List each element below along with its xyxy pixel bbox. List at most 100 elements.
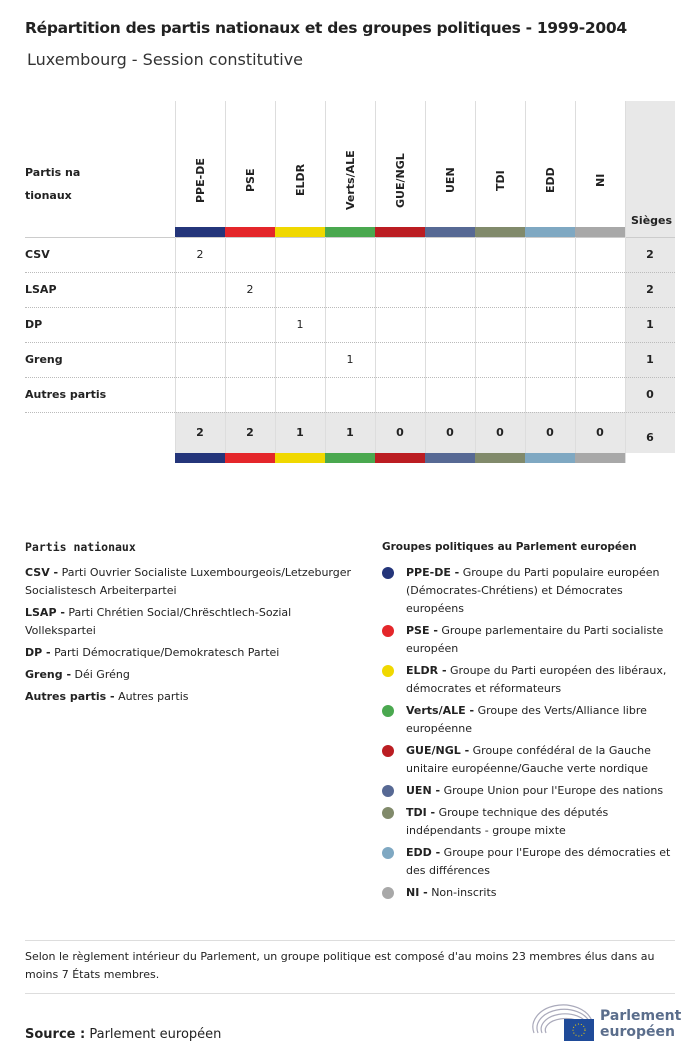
column-header-tdi: TDI xyxy=(494,169,507,191)
divider xyxy=(25,940,675,941)
color-dot-icon xyxy=(382,567,394,579)
column-color-bar xyxy=(575,227,625,237)
legend-abbr: DP - xyxy=(25,646,51,659)
column-color-bar xyxy=(475,227,525,237)
row-label: LSAP xyxy=(25,283,57,296)
legend-name: Parti Ouvrier Socialiste Luxembourgeois/… xyxy=(25,566,352,597)
legend-group-item: Verts/ALE - Groupe des Verts/Alliance li… xyxy=(382,702,677,738)
legend-party-item: Autres partis - Autres partis xyxy=(25,688,355,706)
column-color-bar xyxy=(225,453,275,463)
legend-name: Groupe parlementaire du Parti socialiste… xyxy=(406,624,664,655)
column-color-bar xyxy=(175,227,225,237)
row-label: Autres partis xyxy=(25,388,107,401)
row-total: 0 xyxy=(646,388,654,401)
column-color-bar xyxy=(525,227,575,237)
column-divider xyxy=(625,101,626,463)
legend-name: Groupe des Verts/Alliance libre européen… xyxy=(406,704,647,735)
row-total: 1 xyxy=(646,353,654,366)
row-divider xyxy=(25,307,675,308)
column-color-bar xyxy=(375,453,425,463)
source-value: Parlement européen xyxy=(89,1027,222,1042)
row-total: 1 xyxy=(646,318,654,331)
legend-groups-title: Groupes politiques au Parlement européen xyxy=(382,541,637,553)
color-dot-icon xyxy=(382,745,394,757)
legend-abbr: TDI - xyxy=(406,806,436,819)
column-divider xyxy=(425,101,426,463)
row-total: 2 xyxy=(646,248,654,261)
legend-abbr: NI - xyxy=(406,886,428,899)
column-color-bar xyxy=(425,227,475,237)
legend-group-item: TDI - Groupe technique des députés indép… xyxy=(382,804,677,840)
column-total: 2 xyxy=(196,426,204,439)
legend-group-item: GUE/NGL - Groupe confédéral de la Gauche… xyxy=(382,742,677,778)
legend-name: Parti Chrétien Social/Chrëschtlech-Sozia… xyxy=(25,606,292,637)
column-total: 1 xyxy=(346,426,354,439)
column-divider xyxy=(175,101,176,463)
column-divider xyxy=(225,101,226,463)
color-dot-icon xyxy=(382,665,394,677)
legend-parties: Partis nationaux CSV - Parti Ouvrier Soc… xyxy=(25,538,355,710)
legend-group-item: ELDR - Groupe du Parti européen des libé… xyxy=(382,662,677,698)
column-color-bar xyxy=(325,453,375,463)
legend-party-item: Greng - Déi Gréng xyxy=(25,666,355,684)
column-color-bar xyxy=(525,453,575,463)
legend-name: Non-inscrits xyxy=(431,886,497,899)
legend-group-item: PSE - Groupe parlementaire du Parti soci… xyxy=(382,622,677,658)
column-color-bar xyxy=(375,227,425,237)
column-total: 0 xyxy=(446,426,454,439)
source-label: Source : xyxy=(25,1027,86,1042)
legend-abbr: PSE - xyxy=(406,624,438,637)
legend-name: Déi Gréng xyxy=(74,668,130,681)
total-column-bg xyxy=(625,101,675,453)
source: Source : Parlement européen xyxy=(25,1027,221,1042)
column-total: 1 xyxy=(296,426,304,439)
color-dot-icon xyxy=(382,625,394,637)
row-header: Partis nationaux xyxy=(25,166,81,202)
legend-abbr: Greng - xyxy=(25,668,72,681)
row-label: DP xyxy=(25,318,43,331)
column-divider xyxy=(375,101,376,463)
legend-name: Groupe du Parti européen des libéraux, d… xyxy=(406,664,667,695)
row-label: Greng xyxy=(25,353,63,366)
header-divider xyxy=(25,237,675,238)
legend-group-item: NI - Non-inscrits xyxy=(382,884,677,902)
column-color-bar xyxy=(425,453,475,463)
parliament-logo: Parlement européen xyxy=(530,1003,682,1043)
legend-parties-title: Partis nationaux xyxy=(25,540,136,554)
legend-party-item: LSAP - Parti Chrétien Social/Chrëschtlec… xyxy=(25,604,355,640)
legend-name: Parti Démocratique/Demokratesch Partei xyxy=(54,646,280,659)
column-color-bar xyxy=(275,453,325,463)
column-divider xyxy=(575,101,576,463)
column-header-verts-ale: Verts/ALE xyxy=(344,150,357,210)
column-total: 0 xyxy=(596,426,604,439)
legend-party-item: DP - Parti Démocratique/Demokratesch Par… xyxy=(25,644,355,662)
logo-text: Parlement européen xyxy=(600,1008,682,1040)
page-subtitle: Luxembourg - Session constitutive xyxy=(27,50,304,69)
column-header-edd: EDD xyxy=(544,167,557,193)
legend-name: Groupe technique des députés indépendant… xyxy=(406,806,609,837)
page-title: Répartition des partis nationaux et des … xyxy=(25,19,627,37)
column-divider xyxy=(275,101,276,463)
column-total: 0 xyxy=(396,426,404,439)
legend-name: Groupe du Parti populaire européen (Démo… xyxy=(406,566,660,615)
legend-name: Groupe pour l'Europe des démocraties et … xyxy=(406,846,671,877)
column-divider xyxy=(525,101,526,463)
legend-group-item: UEN - Groupe Union pour l'Europe des nat… xyxy=(382,782,677,800)
column-header-pse: PSE xyxy=(244,168,257,193)
column-color-bar xyxy=(175,453,225,463)
row-divider xyxy=(25,272,675,273)
color-dot-icon xyxy=(382,807,394,819)
row-total: 2 xyxy=(646,283,654,296)
legend-name: Groupe confédéral de la Gauche unitaire … xyxy=(406,744,651,775)
legend-abbr: CSV - xyxy=(25,566,59,579)
column-total: 0 xyxy=(546,426,554,439)
table-cell: 2 xyxy=(196,248,204,261)
row-divider xyxy=(25,342,675,343)
legend-abbr: LSAP - xyxy=(25,606,65,619)
table-cell: 1 xyxy=(346,353,354,366)
total-row-bg xyxy=(175,412,625,453)
color-dot-icon xyxy=(382,785,394,797)
total-header: Sièges xyxy=(631,214,673,227)
table-cell: 1 xyxy=(296,318,304,331)
legend-abbr: Verts/ALE - xyxy=(406,704,475,717)
